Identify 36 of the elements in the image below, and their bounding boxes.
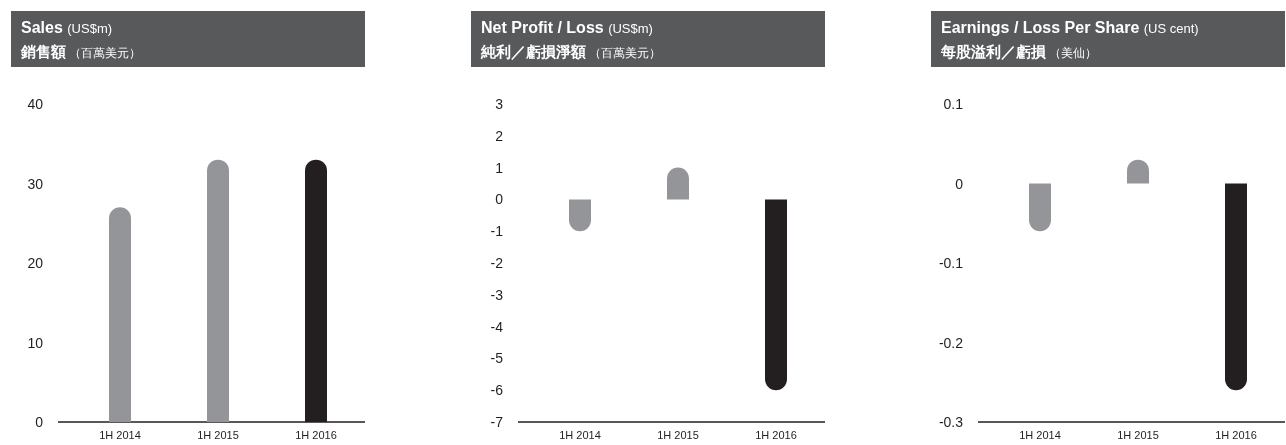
y-tick-label: -0.3 <box>938 414 964 430</box>
y-tick-label: 1 <box>495 159 504 176</box>
x-tick-label: 1H 2015 <box>1117 429 1159 441</box>
chart-title: Net Profit / Loss (US$m) <box>481 19 653 36</box>
y-tick-label: 0 <box>955 175 964 192</box>
x-tick-label: 1H 2016 <box>295 429 337 441</box>
y-tick-label: -6 <box>490 382 504 399</box>
y-tick-label: 10 <box>27 334 44 351</box>
y-tick-label: -7 <box>490 414 504 430</box>
y-tick-label: -5 <box>490 350 504 367</box>
x-tick-label: 1H 2015 <box>657 429 699 441</box>
y-tick-label: 20 <box>27 255 44 271</box>
y-tick-label: 3 <box>495 96 504 112</box>
x-tick-label: 1H 2014 <box>559 429 601 441</box>
y-tick-label: -3 <box>490 286 504 303</box>
x-tick-label: 1H 2016 <box>755 429 797 441</box>
y-tick-label: -4 <box>490 318 504 335</box>
chart-title: Sales (US$m) <box>21 19 113 36</box>
x-tick-label: 1H 2014 <box>1019 429 1061 441</box>
y-tick-label: 0 <box>495 191 504 208</box>
chart-subtitle: 銷售額（百萬美元） <box>20 43 141 60</box>
chart-title: Earnings / Loss Per Share (US cent) <box>941 19 1199 36</box>
y-tick-label: -0.2 <box>938 334 964 351</box>
y-tick-label: 0 <box>35 414 44 430</box>
y-tick-label: 30 <box>27 175 44 192</box>
y-tick-label: -1 <box>490 223 504 240</box>
y-tick-label: 2 <box>495 127 504 144</box>
x-tick-label: 1H 2014 <box>99 429 141 441</box>
chart-subtitle: 純利／虧損淨額（百萬美元） <box>480 43 661 60</box>
chart-subtitle: 每股溢利／虧損（美仙） <box>940 43 1097 60</box>
y-tick-label: -2 <box>490 255 504 271</box>
y-tick-label: 0.1 <box>943 96 964 112</box>
x-tick-label: 1H 2015 <box>197 429 239 441</box>
y-tick-label: -0.1 <box>938 255 964 271</box>
x-tick-label: 1H 2016 <box>1215 429 1257 441</box>
y-tick-label: 40 <box>27 96 44 112</box>
